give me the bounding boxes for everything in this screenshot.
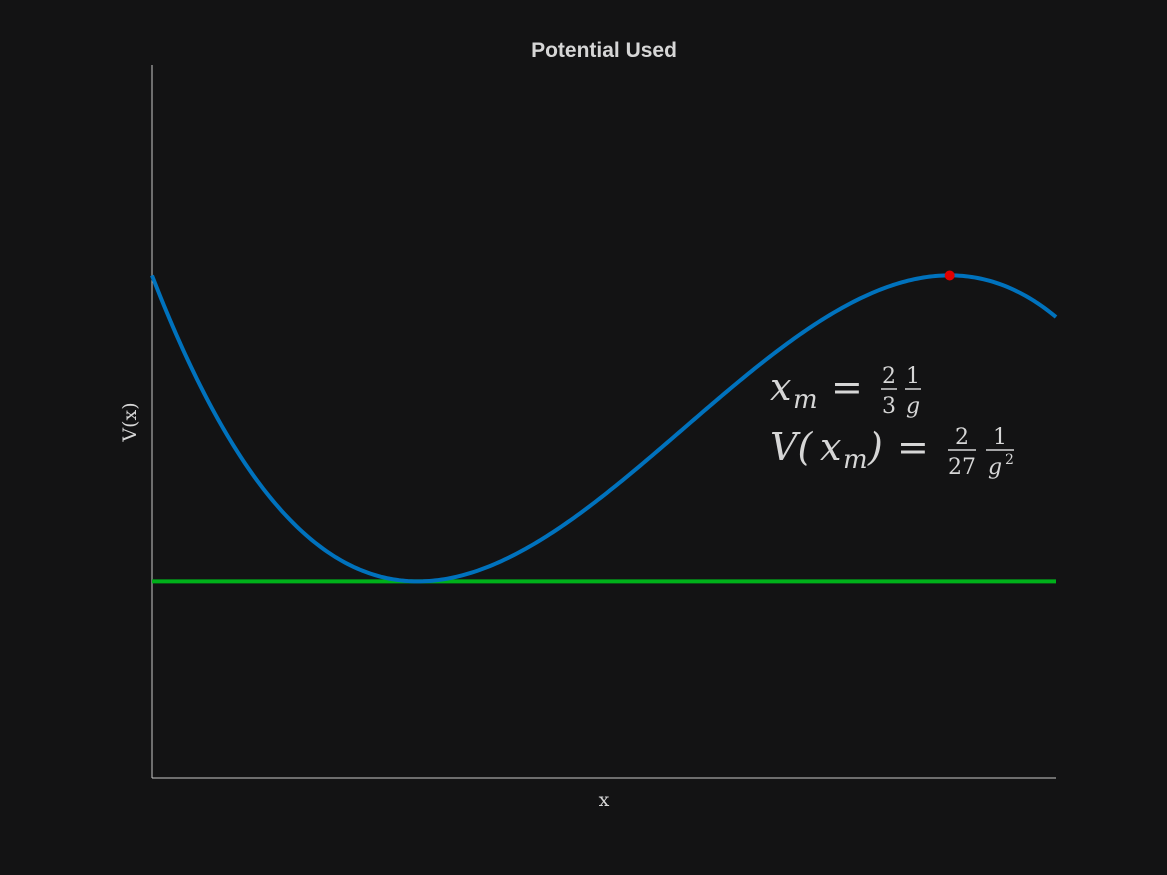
annotation-vxm-sub: m: [843, 445, 868, 475]
annotation-vxm-frac2-den-sup: 2: [1005, 452, 1014, 468]
annotation-vxm-eq: =: [897, 425, 929, 469]
annotation-vxm-suffix: ): [867, 425, 883, 469]
annotation-vxm: V( x m ) = 2 27 1 g 2: [770, 425, 1014, 480]
annotation-vxm-prefix: V(: [770, 425, 813, 469]
annotation-xm-frac1-num: 2: [882, 364, 896, 389]
annotation-vxm-frac2-num: 1: [993, 425, 1007, 450]
local-maximum-point: [944, 270, 955, 281]
annotation-xm-var: x: [770, 365, 791, 409]
chart-title: Potential Used: [531, 39, 677, 62]
annotation-vxm-frac2-den: g: [988, 455, 1002, 480]
annotation-vxm-frac1-den: 27: [948, 455, 976, 480]
potential-curve: [150, 273, 1058, 584]
annotation-xm-frac1-den: 3: [882, 394, 896, 419]
annotation-xm-sub: m: [793, 385, 818, 415]
annotation-xm-frac2-num: 1: [906, 364, 920, 389]
annotation-vxm-var: x: [820, 425, 841, 469]
x-axis-label: x: [599, 789, 610, 811]
annotation-xm-frac2-den: g: [906, 394, 920, 419]
y-axis-label: V(x): [119, 402, 141, 442]
annotation-vxm-frac1-num: 2: [955, 425, 969, 450]
annotation-xm-eq: =: [831, 365, 863, 409]
annotation-xm: x m = 2 3 1 g: [770, 364, 921, 419]
